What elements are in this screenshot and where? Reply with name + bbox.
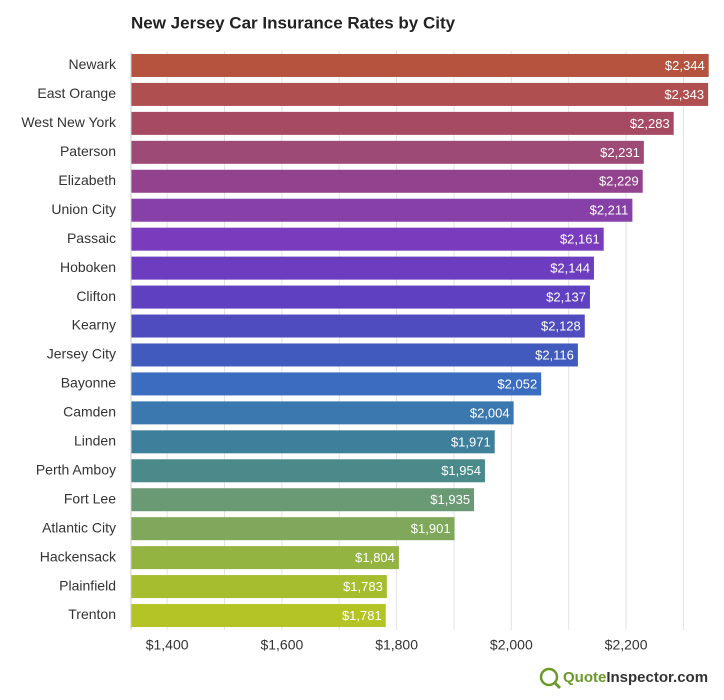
bar (131, 256, 594, 280)
y-tick-label: Camden (63, 404, 116, 420)
bar (131, 140, 644, 164)
bar (131, 227, 604, 251)
y-tick-label: Perth Amboy (36, 461, 116, 477)
bar (131, 546, 399, 570)
chart-title: New Jersey Car Insurance Rates by City (131, 13, 456, 32)
x-tick-label: $1,800 (375, 637, 418, 653)
value-label: $2,343 (664, 87, 704, 102)
bar (131, 604, 386, 628)
y-tick-label: Trenton (68, 606, 116, 622)
value-label: $1,901 (411, 521, 451, 536)
x-tick-label: $2,200 (605, 637, 648, 653)
y-tick-label: West New York (21, 114, 117, 130)
bar (131, 430, 495, 454)
value-label: $1,954 (441, 463, 481, 478)
y-tick-label: Bayonne (61, 375, 116, 391)
brand-rest: Inspector.com (606, 669, 708, 686)
value-label: $2,211 (590, 203, 629, 218)
y-tick-label: Elizabeth (58, 172, 116, 188)
bar (131, 169, 643, 193)
y-tick-label: Hoboken (60, 259, 116, 275)
bar (131, 488, 475, 512)
y-tick-label: Kearny (72, 317, 116, 333)
value-label: $2,128 (541, 318, 581, 333)
logo-icon (539, 667, 559, 687)
brand-text: QuoteInspector.com (563, 669, 708, 686)
y-tick-label: Newark (69, 56, 117, 72)
y-tick-label: Atlantic City (42, 519, 116, 535)
value-label: $2,161 (560, 232, 600, 247)
brand-logo: QuoteInspector.com (539, 667, 708, 690)
bar (131, 372, 542, 396)
y-tick-label: Linden (74, 433, 116, 449)
value-label: $1,804 (355, 550, 395, 565)
bar (131, 314, 585, 338)
y-tick-label: Paterson (60, 143, 116, 159)
x-tick-label: $1,600 (260, 637, 303, 653)
y-tick-label: Passaic (67, 230, 116, 246)
value-label: $1,781 (342, 608, 382, 623)
y-tick-label: Plainfield (59, 577, 116, 593)
bar (131, 459, 485, 483)
value-label: $2,283 (630, 116, 670, 131)
bar (131, 111, 674, 135)
y-tick-label: Union City (51, 201, 116, 217)
bar (131, 82, 709, 106)
bar (131, 285, 590, 309)
y-tick-label: Clifton (76, 288, 116, 304)
value-label: $2,052 (497, 376, 537, 391)
bar (131, 198, 633, 222)
value-label: $1,783 (343, 579, 383, 594)
brand-first: Quote (563, 669, 606, 686)
x-tick-label: $1,400 (146, 637, 189, 653)
y-tick-label: Hackensack (40, 548, 117, 564)
value-label: $2,229 (599, 174, 639, 189)
bar (131, 401, 514, 425)
value-label: $2,137 (546, 290, 586, 305)
bar (131, 343, 578, 367)
value-label: $2,231 (600, 145, 640, 160)
logo-icon-handle (553, 681, 562, 690)
y-tick-label: East Orange (37, 85, 116, 101)
value-label: $2,116 (535, 347, 574, 362)
value-label: $2,144 (550, 261, 590, 276)
value-label: $2,344 (665, 58, 705, 73)
y-tick-label: Fort Lee (64, 490, 116, 506)
value-label: $1,935 (430, 492, 470, 507)
bar (131, 575, 387, 599)
x-tick-label: $2,000 (490, 637, 533, 653)
bar (131, 53, 709, 77)
value-label: $2,004 (470, 405, 510, 420)
value-label: $1,971 (451, 434, 491, 449)
y-tick-label: Jersey City (47, 346, 116, 362)
bar (131, 517, 455, 541)
